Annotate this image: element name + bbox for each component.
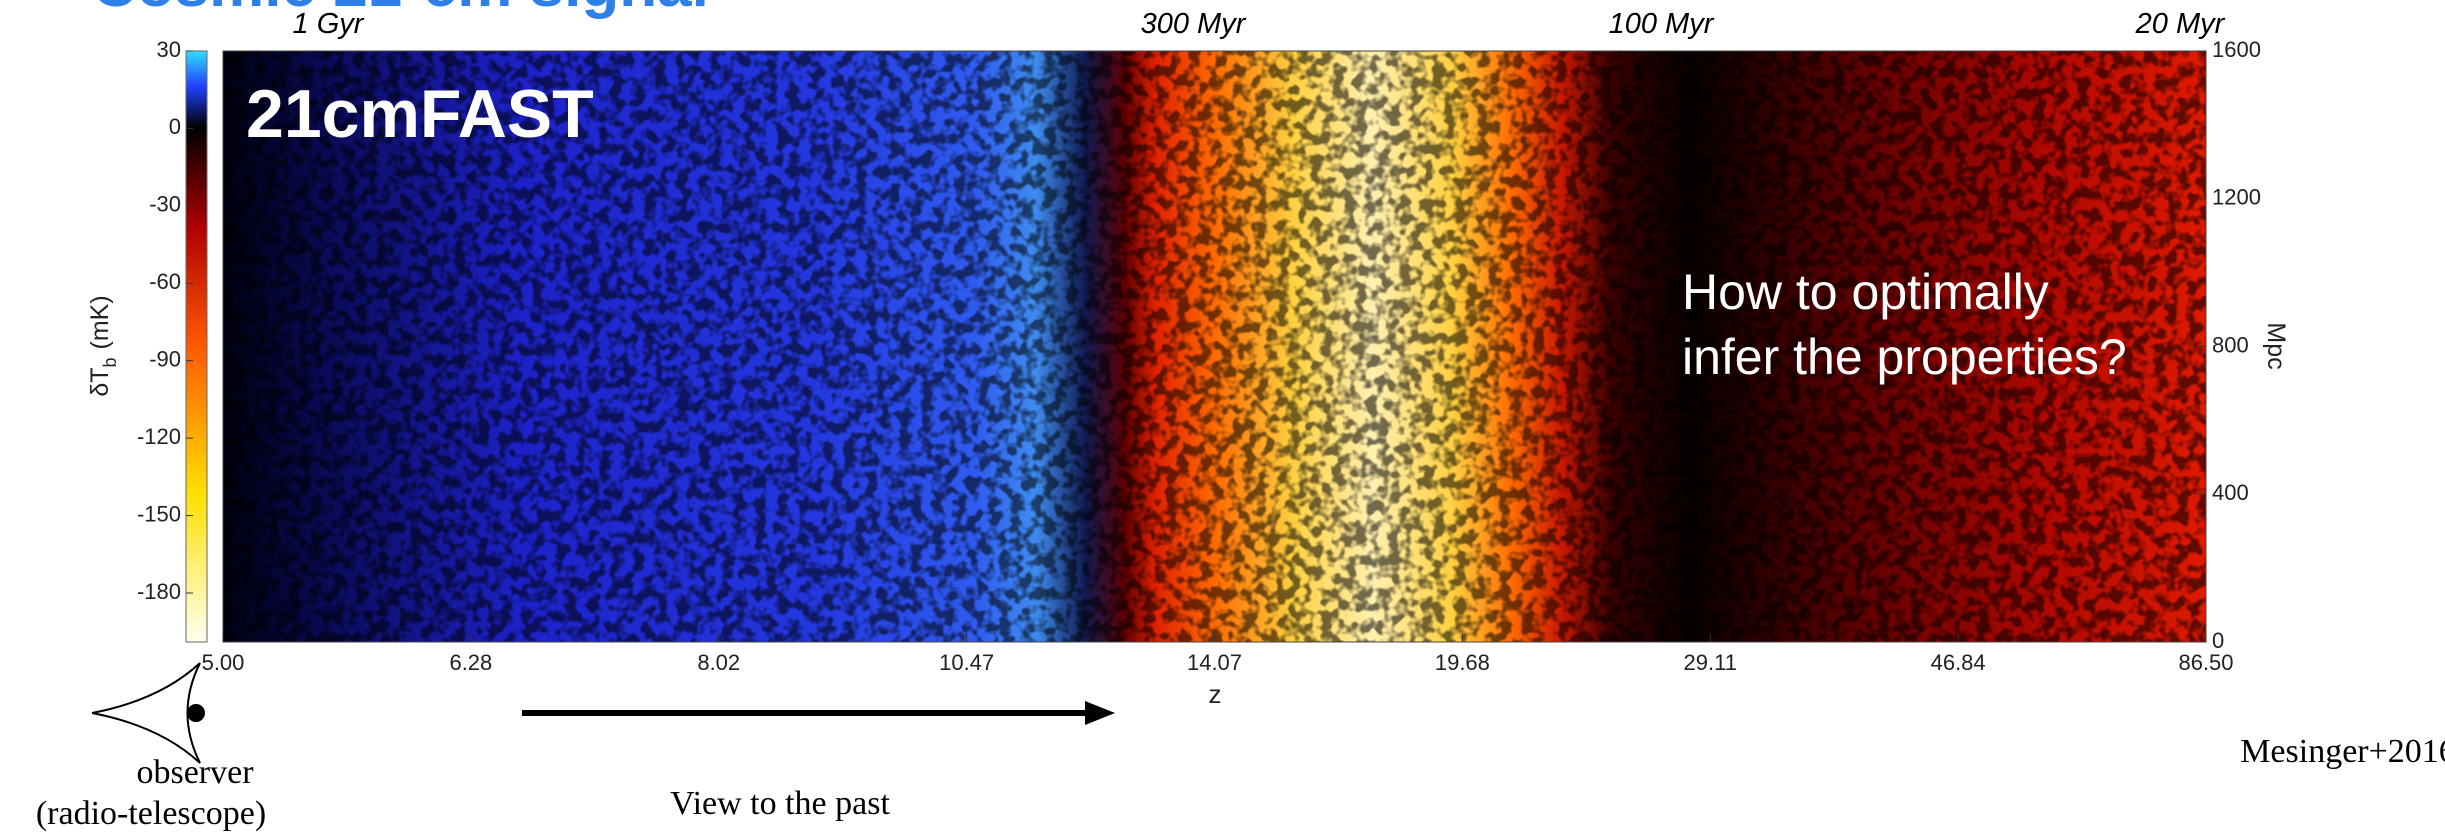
right-axis-label: Mpc bbox=[2262, 322, 2290, 369]
observer-label: (radio-telescope) bbox=[36, 795, 266, 832]
colorbar-label-sub: b bbox=[100, 357, 120, 367]
age-label: 300 Myr bbox=[1141, 8, 1247, 40]
colorbar-tick-label: -90 bbox=[149, 347, 181, 372]
bottom-axis-tick-label: 5.00 bbox=[202, 650, 245, 675]
credit: Mesinger+2016 bbox=[2240, 733, 2445, 770]
arrow-head bbox=[1085, 701, 1115, 725]
colorbar-tick-label: -60 bbox=[149, 269, 181, 294]
bottom-axis-tick-label: 8.02 bbox=[697, 650, 740, 675]
age-label: 100 Myr bbox=[1609, 8, 1715, 40]
colorbar-label-main: δT bbox=[86, 367, 114, 396]
bottom-axis-label: z bbox=[1209, 679, 1222, 709]
inset-label: 21cmFAST bbox=[246, 76, 594, 152]
age-label: 1 Gyr bbox=[293, 8, 365, 40]
colorbar-tick-label: -120 bbox=[137, 424, 181, 449]
bottom-axis-tick-label: 14.07 bbox=[1187, 650, 1242, 675]
right-axis-tick-label: 400 bbox=[2212, 480, 2249, 505]
bottom-axis-tick-label: 46.84 bbox=[1931, 650, 1986, 675]
colorbar-tick-label: -30 bbox=[149, 192, 181, 217]
lightcone-texture bbox=[223, 51, 2206, 642]
arrow-label: View to the past bbox=[670, 785, 890, 822]
colorbar-tick-label: -180 bbox=[137, 579, 181, 604]
bottom-axis-tick-label: 19.68 bbox=[1435, 650, 1490, 675]
annotation-line: How to optimally bbox=[1682, 264, 2049, 320]
colorbar-tick-label: 30 bbox=[157, 37, 181, 62]
colorbar bbox=[185, 50, 208, 643]
bottom-axis-tick-label: 10.47 bbox=[939, 650, 994, 675]
colorbar-label: δTb (mK) bbox=[86, 295, 120, 396]
colorbar-label-unit: (mK) bbox=[86, 295, 114, 349]
eye-pupil bbox=[187, 704, 205, 722]
bottom-axis-tick-label: 29.11 bbox=[1684, 650, 1737, 675]
age-label: 20 Myr bbox=[2135, 8, 2226, 40]
observer-eye bbox=[91, 662, 205, 764]
bottom-axis-tick-label: 6.28 bbox=[449, 650, 492, 675]
slide-title: Cosmic 21-cm signal bbox=[92, 0, 709, 20]
right-axis-tick-label: 1600 bbox=[2212, 37, 2261, 62]
colorbar-tick-label: 0 bbox=[169, 114, 181, 139]
bottom-axis-tick-label: 86.50 bbox=[2178, 650, 2233, 675]
eye-outline bbox=[91, 662, 201, 764]
right-axis-tick-label: 0 bbox=[2212, 628, 2224, 653]
annotation-line: infer the properties? bbox=[1682, 329, 2127, 385]
right-axis-tick-label: 1200 bbox=[2212, 185, 2261, 210]
observer-label: observer bbox=[136, 754, 254, 791]
colorbar-tick-label: -150 bbox=[137, 501, 181, 526]
right-axis-tick-label: 800 bbox=[2212, 332, 2249, 357]
